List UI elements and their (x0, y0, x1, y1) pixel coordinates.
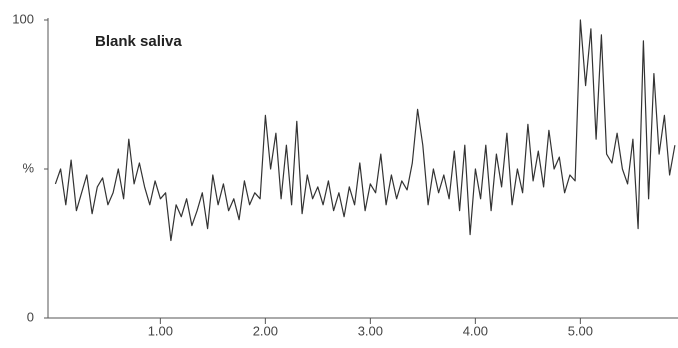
x-tick-label: 2.00 (253, 323, 278, 338)
x-tick-label: 5.00 (568, 323, 593, 338)
x-tick-label: 4.00 (463, 323, 488, 338)
x-tick-label: 3.00 (358, 323, 383, 338)
x-tick-label: 1.00 (148, 323, 173, 338)
line-series (54, 19, 676, 242)
chart-title: Blank saliva (95, 33, 182, 50)
y-tick-label: % (22, 160, 34, 175)
y-tick-label: 0 (27, 309, 34, 324)
y-tick-label: 100 (12, 11, 34, 26)
